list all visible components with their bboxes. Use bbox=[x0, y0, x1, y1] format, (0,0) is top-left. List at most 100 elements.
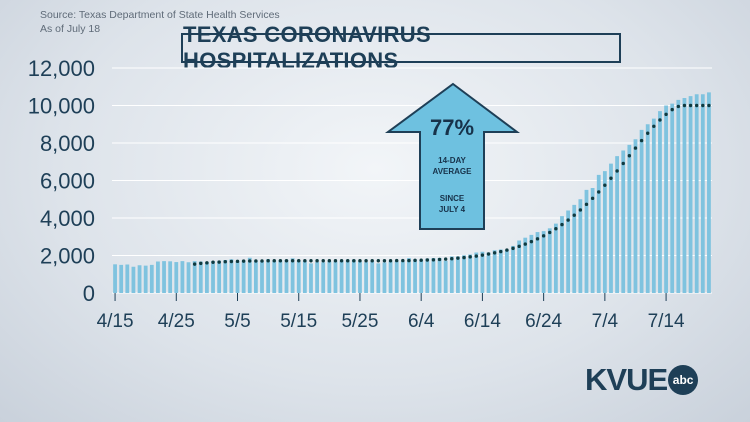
bar bbox=[590, 188, 595, 293]
bar bbox=[517, 240, 522, 293]
bar bbox=[407, 258, 411, 293]
avg-point bbox=[541, 234, 546, 238]
bar bbox=[211, 261, 215, 293]
avg-point bbox=[688, 103, 693, 108]
avg-point bbox=[664, 112, 668, 117]
avg-point bbox=[248, 259, 252, 263]
avg-point bbox=[572, 213, 576, 217]
bar bbox=[382, 262, 387, 293]
avg-point bbox=[486, 252, 491, 256]
avg-point bbox=[468, 255, 472, 259]
bar bbox=[241, 260, 246, 293]
bar bbox=[443, 260, 448, 293]
bar bbox=[394, 261, 399, 293]
avg-point bbox=[199, 261, 203, 266]
avg-point bbox=[413, 258, 417, 263]
x-tick-label: 7/4 bbox=[592, 311, 619, 332]
avg-point bbox=[627, 154, 632, 158]
avg-point bbox=[554, 226, 558, 231]
bar bbox=[290, 258, 295, 293]
bar bbox=[596, 174, 601, 293]
bar bbox=[707, 92, 711, 293]
bar bbox=[572, 204, 577, 293]
bar bbox=[174, 262, 179, 293]
bar bbox=[664, 105, 668, 293]
source-line: Source: Texas Department of State Health… bbox=[40, 9, 280, 21]
y-tick-label: 4,000 bbox=[40, 206, 95, 231]
y-tick-label: 6,000 bbox=[40, 169, 95, 194]
bar bbox=[125, 264, 130, 293]
bar bbox=[296, 260, 301, 293]
y-tick-label: 8,000 bbox=[40, 131, 95, 156]
avg-point bbox=[229, 259, 234, 264]
since-label-1: SINCE bbox=[440, 194, 465, 203]
avg-point bbox=[517, 244, 521, 249]
y-tick-label: 10,000 bbox=[28, 94, 95, 119]
bar bbox=[694, 94, 699, 293]
avg-point bbox=[701, 103, 705, 108]
bar bbox=[247, 257, 252, 293]
bar bbox=[284, 259, 289, 293]
avg-point bbox=[590, 196, 595, 201]
bar bbox=[260, 261, 264, 293]
bar bbox=[388, 261, 393, 293]
avg-label-1: 14-DAY bbox=[438, 156, 466, 165]
avg-point bbox=[639, 138, 644, 143]
bar bbox=[192, 261, 197, 293]
avg-point bbox=[254, 259, 258, 263]
avg-point bbox=[260, 259, 264, 263]
x-tick-label: 4/25 bbox=[158, 311, 195, 332]
avg-point bbox=[535, 237, 540, 241]
bar bbox=[511, 245, 515, 293]
x-tick-label: 6/4 bbox=[408, 311, 435, 332]
avg-point bbox=[462, 255, 466, 260]
bar bbox=[309, 263, 313, 293]
bar bbox=[486, 252, 491, 293]
bar bbox=[700, 94, 705, 293]
avg-point bbox=[394, 258, 399, 263]
bar bbox=[670, 103, 675, 293]
bar bbox=[266, 259, 271, 293]
bar bbox=[217, 260, 222, 293]
avg-point bbox=[297, 259, 301, 263]
bar bbox=[560, 216, 564, 293]
bar bbox=[535, 232, 540, 293]
bar bbox=[223, 260, 228, 293]
bar bbox=[639, 129, 644, 293]
avg-point bbox=[529, 239, 534, 244]
source-note: Source: Texas Department of State Health… bbox=[40, 8, 280, 36]
bar bbox=[505, 249, 509, 293]
avg-point bbox=[511, 246, 515, 251]
avg-point bbox=[437, 257, 442, 262]
bar bbox=[688, 96, 693, 293]
bar bbox=[253, 260, 258, 293]
x-tick-label: 6/24 bbox=[525, 311, 562, 332]
avg-point bbox=[597, 190, 601, 194]
bar bbox=[186, 262, 191, 293]
bar bbox=[645, 124, 650, 293]
x-tick-label: 5/15 bbox=[280, 311, 317, 332]
avg-point bbox=[419, 258, 423, 262]
avg-point bbox=[266, 259, 270, 263]
avg-point bbox=[309, 259, 313, 263]
avg-point bbox=[352, 259, 356, 263]
avg-point bbox=[211, 260, 215, 264]
bar bbox=[119, 264, 124, 293]
avg-point bbox=[205, 261, 209, 265]
avg-label-2: AVERAGE bbox=[433, 167, 473, 176]
avg-point bbox=[566, 218, 570, 222]
bar bbox=[449, 256, 454, 293]
x-tick-label: 4/15 bbox=[97, 311, 134, 332]
bar bbox=[198, 261, 203, 293]
avg-point bbox=[456, 256, 460, 260]
avg-point bbox=[499, 249, 503, 254]
kvue-logo: KVUE abc bbox=[585, 362, 699, 398]
bar bbox=[633, 139, 638, 293]
up-arrow-icon bbox=[384, 82, 520, 230]
x-tick-label: 5/5 bbox=[224, 311, 250, 332]
bar bbox=[358, 261, 362, 293]
bar bbox=[492, 250, 497, 293]
avg-point bbox=[615, 169, 619, 173]
bar bbox=[584, 189, 589, 293]
bar bbox=[456, 256, 460, 293]
